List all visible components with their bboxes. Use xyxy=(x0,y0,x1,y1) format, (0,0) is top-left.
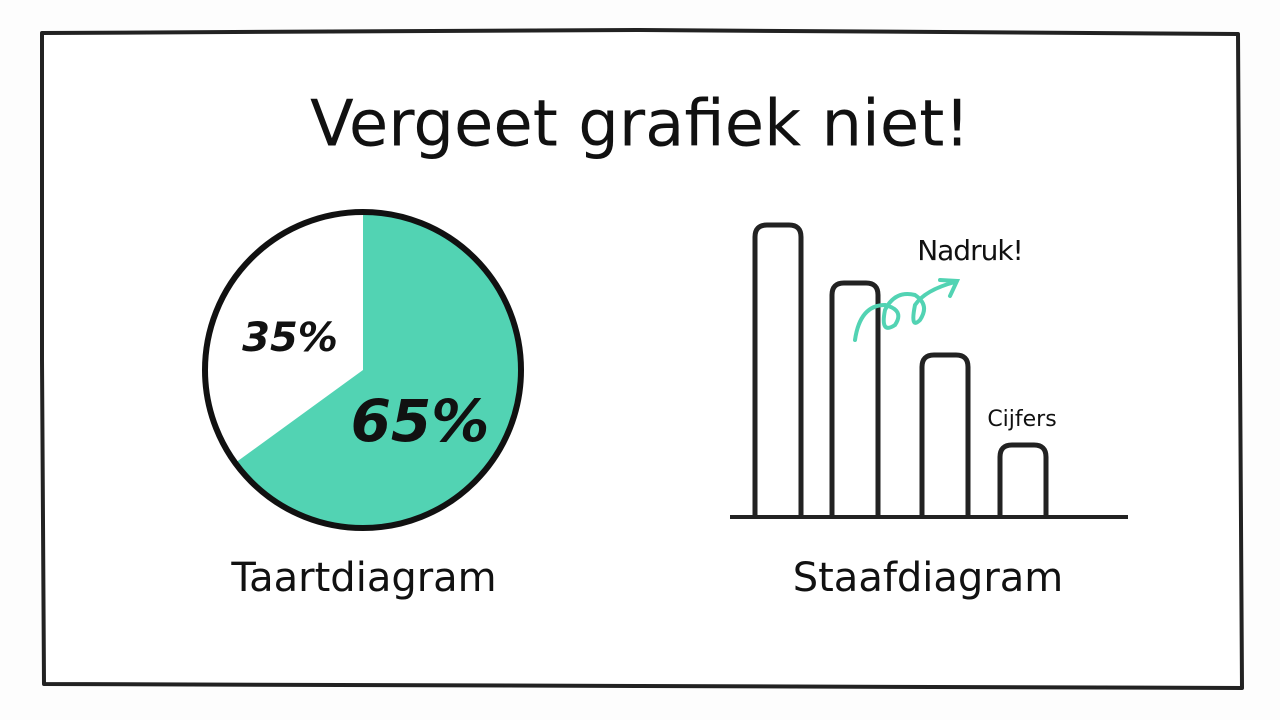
chart-caption: Staafdiagram xyxy=(793,555,1064,601)
pie-label: 35% xyxy=(242,315,338,361)
bar xyxy=(752,222,804,517)
emphasis-arrow xyxy=(853,278,961,342)
pie-slice xyxy=(205,212,363,463)
chart-caption: Taartdiagram xyxy=(230,555,496,601)
charts: 35% 65% Taartdiagram Nadruk! Cijfers Staafdia… xyxy=(202,209,1128,601)
pie-slice xyxy=(235,212,522,528)
annotation: Nadruk! xyxy=(917,234,1023,267)
pie-label: 65% xyxy=(351,387,490,455)
bar xyxy=(997,442,1049,517)
bar xyxy=(919,352,971,517)
bar xyxy=(829,280,881,517)
slide-title: Vergeet grafiek niet! xyxy=(310,88,970,162)
pie-outline xyxy=(202,209,524,531)
annotation: Cijfers xyxy=(987,407,1056,432)
